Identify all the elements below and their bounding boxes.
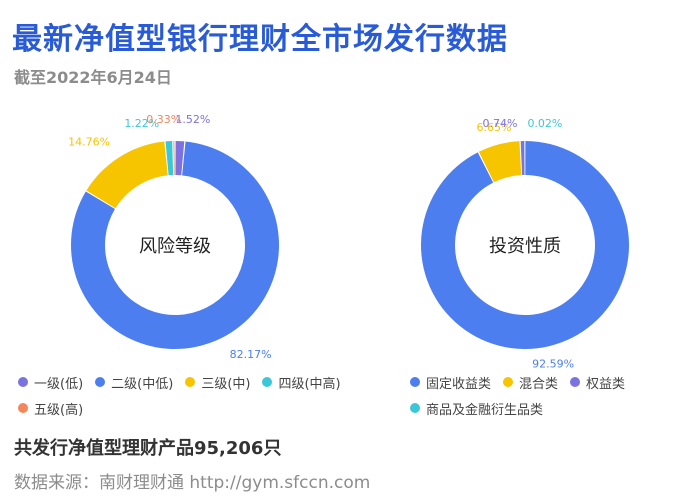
- risk-level-donut-chart: 1.52% 82.17% 14.76% 1.22%0.33% 风险等级: [68, 113, 280, 361]
- investment-type-legend-row: 固定收益类 混合类 权益类: [410, 371, 637, 393]
- investment-type-legend-label: 混合类: [519, 376, 559, 392]
- investment-type-center-label: 投资性质: [489, 236, 561, 257]
- investment-type-legend-item-2[interactable]: 混合类: [503, 373, 558, 392]
- risk-level-slice-2: [71, 141, 280, 349]
- investment-type-value-label-1: 92.59%: [532, 358, 574, 371]
- risk-level-value-label-3: 14.76%: [68, 136, 110, 149]
- data-source-text: 数据来源：南财理财通 http://gym.sfccn.com: [14, 473, 371, 493]
- risk-level-legend-label: 四级(中高): [278, 376, 341, 392]
- legend-marker-icon: [410, 403, 420, 413]
- risk-level-value-label-5: 0.33%: [146, 113, 181, 126]
- investment-type-legend-label: 固定收益类: [426, 376, 492, 392]
- risk-level-legend-item-1[interactable]: 一级(低): [18, 373, 83, 392]
- investment-type-legend-label: 商品及金融衍生品类: [426, 402, 544, 418]
- legend-marker-icon: [262, 377, 273, 387]
- page-title: 最新净值型银行理财全市场发行数据: [12, 22, 508, 57]
- risk-level-legend-item-2[interactable]: 二级(中低): [95, 373, 173, 392]
- risk-level-legend-label: 二级(中低): [111, 376, 174, 392]
- investment-type-slice-2: [478, 141, 522, 183]
- investment-type-value-label-2: 6.65%: [477, 121, 512, 134]
- investment-type-value-label-4: 0.02%: [527, 117, 562, 130]
- risk-level-slice-1: [175, 141, 185, 176]
- investment-type-legend-row: 商品及金融衍生品类: [410, 397, 637, 419]
- risk-level-legend-label: 三级(中): [201, 376, 251, 392]
- legend-marker-icon: [18, 377, 28, 387]
- risk-level-slice-4: [165, 141, 174, 176]
- investment-type-legend-item-1[interactable]: 固定收益类: [410, 373, 491, 392]
- risk-level-center-label: 风险等级: [139, 236, 211, 257]
- investment-type-value-label-3: 0.74%: [483, 117, 518, 130]
- risk-level-value-label-4: 1.22%: [124, 117, 159, 130]
- investment-type-slice-3: [520, 141, 525, 176]
- risk-level-slice-3: [86, 141, 168, 209]
- risk-level-value-label-1: 1.52%: [175, 113, 210, 126]
- risk-level-legend: 一级(低) 二级(中低) 三级(中) 四级(中高) 五级(高): [18, 371, 353, 423]
- legend-marker-icon: [503, 377, 514, 387]
- investment-type-legend-label: 权益类: [586, 376, 626, 392]
- total-products-text: 共发行净值型理财产品95,206只: [14, 438, 282, 459]
- risk-level-value-label-2: 82.17%: [230, 348, 272, 361]
- risk-level-legend-item-4[interactable]: 四级(中高): [262, 373, 341, 392]
- legend-marker-icon: [95, 377, 106, 387]
- investment-type-slice-1: [421, 141, 629, 349]
- risk-level-legend-item-3[interactable]: 三级(中): [185, 373, 250, 392]
- legend-marker-icon: [570, 377, 581, 387]
- legend-marker-icon: [410, 377, 420, 387]
- risk-level-slice-5: [173, 141, 175, 176]
- risk-level-legend-item-5[interactable]: 五级(高): [18, 399, 83, 418]
- investment-type-legend: 固定收益类 混合类 权益类商品及金融衍生品类: [410, 371, 637, 423]
- investment-type-donut-chart: 92.59% 6.65%0.74% 0.02% 投资性质: [421, 117, 629, 371]
- risk-level-legend-row: 一级(低) 二级(中低) 三级(中) 四级(中高): [18, 371, 353, 393]
- legend-marker-icon: [185, 377, 196, 387]
- investment-type-legend-item-4[interactable]: 商品及金融衍生品类: [410, 399, 543, 418]
- investment-type-legend-item-3[interactable]: 权益类: [570, 373, 625, 392]
- risk-level-legend-label: 一级(低): [34, 376, 84, 392]
- risk-level-legend-row: 五级(高): [18, 397, 353, 419]
- legend-marker-icon: [18, 403, 28, 413]
- risk-level-legend-label: 五级(高): [34, 402, 84, 418]
- page-subtitle: 截至2022年6月24日: [14, 68, 172, 87]
